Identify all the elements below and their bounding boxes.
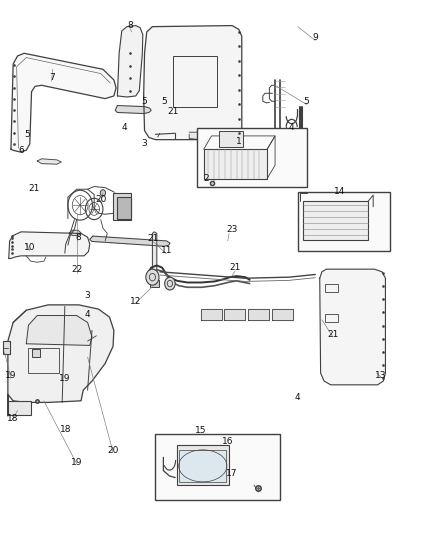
- Polygon shape: [37, 159, 61, 164]
- Text: 20: 20: [95, 196, 106, 204]
- Text: 18: 18: [60, 425, 71, 433]
- Text: 5: 5: [25, 130, 31, 139]
- Bar: [117, 197, 131, 219]
- Bar: [32, 349, 40, 357]
- Text: 18: 18: [7, 414, 18, 423]
- Text: 1: 1: [236, 137, 242, 146]
- Text: 14: 14: [334, 188, 345, 196]
- Polygon shape: [267, 136, 275, 179]
- Polygon shape: [224, 309, 245, 320]
- Text: 20: 20: [107, 446, 119, 455]
- Polygon shape: [248, 309, 269, 320]
- Polygon shape: [8, 305, 114, 416]
- Bar: [325, 314, 338, 322]
- Polygon shape: [90, 236, 170, 246]
- Polygon shape: [272, 309, 293, 320]
- Polygon shape: [69, 230, 81, 236]
- Text: 23: 23: [226, 225, 238, 233]
- Text: 5: 5: [161, 97, 167, 106]
- Polygon shape: [26, 316, 92, 345]
- Text: 4: 4: [85, 310, 90, 319]
- Polygon shape: [201, 309, 222, 320]
- Text: 19: 19: [71, 458, 82, 466]
- Text: 12: 12: [130, 297, 141, 305]
- Text: 21: 21: [167, 108, 179, 116]
- Circle shape: [146, 269, 159, 285]
- Text: 9: 9: [312, 33, 318, 42]
- Text: 19: 19: [5, 372, 17, 380]
- Text: 21: 21: [327, 330, 339, 339]
- Polygon shape: [144, 26, 242, 140]
- Text: 13: 13: [375, 372, 387, 380]
- Text: 3: 3: [85, 292, 91, 300]
- Polygon shape: [9, 232, 90, 259]
- Text: 5: 5: [304, 97, 310, 106]
- Bar: [303, 201, 368, 240]
- Text: 21: 21: [148, 235, 159, 243]
- Text: 7: 7: [49, 73, 55, 82]
- Text: 16: 16: [222, 437, 233, 446]
- Text: 11: 11: [161, 246, 172, 255]
- Text: 19: 19: [59, 374, 71, 383]
- Bar: [219, 131, 243, 147]
- Polygon shape: [11, 53, 116, 152]
- Text: 2: 2: [203, 174, 208, 183]
- Text: 3: 3: [141, 140, 148, 148]
- Circle shape: [100, 190, 106, 196]
- Polygon shape: [152, 232, 157, 286]
- Polygon shape: [117, 26, 143, 97]
- Polygon shape: [189, 132, 204, 140]
- Text: 10: 10: [24, 244, 35, 252]
- Polygon shape: [320, 269, 385, 385]
- Bar: [197, 128, 307, 187]
- Text: 21: 21: [230, 263, 241, 272]
- Text: 8: 8: [75, 233, 81, 241]
- Text: 4: 4: [289, 124, 294, 132]
- Bar: [173, 56, 217, 107]
- Text: 8: 8: [127, 21, 134, 30]
- Bar: [150, 280, 159, 287]
- Polygon shape: [115, 106, 151, 114]
- Text: 4: 4: [295, 393, 300, 401]
- Text: 22: 22: [71, 265, 82, 273]
- Bar: [28, 348, 59, 373]
- Bar: [3, 341, 10, 354]
- Text: 4: 4: [122, 124, 127, 132]
- Bar: [155, 434, 280, 500]
- Text: 17: 17: [226, 469, 238, 478]
- Bar: [298, 192, 390, 251]
- Bar: [8, 401, 31, 415]
- Bar: [179, 450, 226, 482]
- Bar: [113, 193, 131, 220]
- Polygon shape: [204, 136, 275, 149]
- Bar: [325, 284, 338, 292]
- Text: 15: 15: [195, 426, 206, 435]
- Circle shape: [165, 277, 175, 290]
- Bar: [204, 149, 267, 179]
- Text: 21: 21: [28, 184, 39, 192]
- Text: 6: 6: [18, 146, 24, 155]
- Text: 5: 5: [141, 97, 148, 106]
- Bar: [177, 445, 229, 485]
